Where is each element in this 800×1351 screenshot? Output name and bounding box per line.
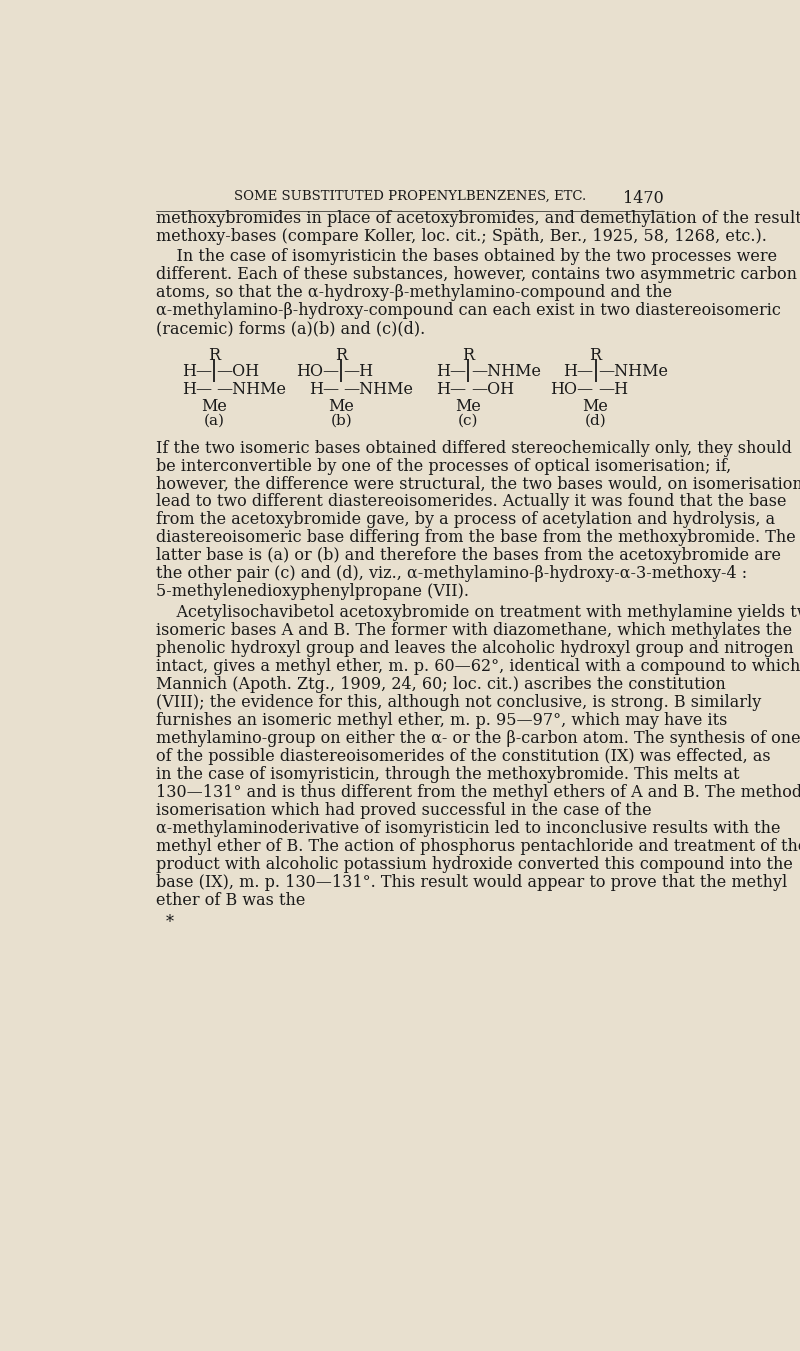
Text: different. Each of these substances, however, contains two asymmetric carbon: different. Each of these substances, how… <box>156 266 797 284</box>
Text: in the case of isomyristicin, through the methoxybromide. This melts at: in the case of isomyristicin, through th… <box>156 766 739 784</box>
Text: In the case of isomyristicin the bases obtained by the two processes were: In the case of isomyristicin the bases o… <box>156 249 777 265</box>
Text: lead to two different diastereoisomerides. Actually it was found that the base: lead to two different diastereoisomeride… <box>156 493 786 511</box>
Text: —OH: —OH <box>217 363 260 381</box>
Text: be interconvertible by one of the processes of optical isomerisation; if,: be interconvertible by one of the proces… <box>156 458 731 474</box>
Text: intact, gives a methyl ether, m. p. 60—62°, identical with a compound to which: intact, gives a methyl ether, m. p. 60—6… <box>156 658 800 676</box>
Text: H—: H— <box>182 363 212 381</box>
Text: ether of B was the: ether of B was the <box>156 892 305 909</box>
Text: R: R <box>590 347 602 365</box>
Text: R: R <box>462 347 474 365</box>
Text: HO—: HO— <box>550 381 594 397</box>
Text: methoxybromides in place of acetoxybromides, and demethylation of the resulting: methoxybromides in place of acetoxybromi… <box>156 209 800 227</box>
Text: Me: Me <box>455 397 482 415</box>
Text: isomerisation which had proved successful in the case of the: isomerisation which had proved successfu… <box>156 802 651 819</box>
Text: *: * <box>166 915 174 931</box>
Text: α-methylamino-β-hydroxy-compound can each exist in two diastereoisomeric: α-methylamino-β-hydroxy-compound can eac… <box>156 303 781 319</box>
Text: product with alcoholic potassium hydroxide converted this compound into the: product with alcoholic potassium hydroxi… <box>156 857 793 873</box>
Text: Me: Me <box>329 397 354 415</box>
Text: the other pair (c) and (d), viz., α-methylamino-β-hydroxy-α-3-methoxy-4 :: the other pair (c) and (d), viz., α-meth… <box>156 565 747 582</box>
Text: (VIII); the evidence for this, although not conclusive, is strong. B similarly: (VIII); the evidence for this, although … <box>156 694 761 711</box>
Text: (b): (b) <box>330 413 352 428</box>
Text: methoxy-bases (compare Koller, loc. cit.; Späth, Ber., 1925, 58, 1268, etc.).: methoxy-bases (compare Koller, loc. cit.… <box>156 228 766 245</box>
Text: H—: H— <box>563 363 594 381</box>
Text: If the two isomeric bases obtained differed stereochemically only, they should: If the two isomeric bases obtained diffe… <box>156 439 792 457</box>
Text: base (IX), m. p. 130—131°. This result would appear to prove that the methyl: base (IX), m. p. 130—131°. This result w… <box>156 874 787 890</box>
Text: however, the difference were structural, the two bases would, on isomerisation,: however, the difference were structural,… <box>156 476 800 493</box>
Text: furnishes an isomeric methyl ether, m. p. 95—97°, which may have its: furnishes an isomeric methyl ether, m. p… <box>156 712 727 730</box>
Text: Me: Me <box>582 397 609 415</box>
Text: —NHMe: —NHMe <box>217 381 286 397</box>
Text: H—: H— <box>309 381 339 397</box>
Text: —NHMe: —NHMe <box>344 381 414 397</box>
Text: (d): (d) <box>585 413 606 428</box>
Text: H—: H— <box>182 381 212 397</box>
Text: HO—: HO— <box>296 363 339 381</box>
Text: phenolic hydroxyl group and leaves the alcoholic hydroxyl group and nitrogen: phenolic hydroxyl group and leaves the a… <box>156 640 794 658</box>
Text: R: R <box>335 347 347 365</box>
Text: —H: —H <box>598 381 628 397</box>
Text: 130—131° and is thus different from the methyl ethers of A and B. The method of: 130—131° and is thus different from the … <box>156 784 800 801</box>
Text: from the acetoxybromide gave, by a process of acetylation and hydrolysis, a: from the acetoxybromide gave, by a proce… <box>156 512 775 528</box>
Text: Me: Me <box>202 397 227 415</box>
Text: latter base is (a) or (b) and therefore the bases from the acetoxybromide are: latter base is (a) or (b) and therefore … <box>156 547 781 565</box>
Text: 1470: 1470 <box>623 190 664 207</box>
Text: (a): (a) <box>204 413 225 428</box>
Text: —NHMe: —NHMe <box>470 363 541 381</box>
Text: diastereoisomeric base differing from the base from the methoxybromide. The: diastereoisomeric base differing from th… <box>156 530 795 546</box>
Text: atoms, so that the α-hydroxy-β-methylamino-compound and the: atoms, so that the α-hydroxy-β-methylami… <box>156 284 672 301</box>
Text: H—: H— <box>436 363 466 381</box>
Text: —H: —H <box>344 363 374 381</box>
Text: methyl ether of B. The action of phosphorus pentachloride and treatment of the: methyl ether of B. The action of phospho… <box>156 838 800 855</box>
Text: Acetylisochavibetol acetoxybromide on treatment with methylamine yields two: Acetylisochavibetol acetoxybromide on tr… <box>156 604 800 621</box>
Text: 5-methylenedioxyphenylpropane (VII).: 5-methylenedioxyphenylpropane (VII). <box>156 584 469 600</box>
Text: isomeric bases A and B. The former with diazomethane, which methylates the: isomeric bases A and B. The former with … <box>156 623 792 639</box>
Text: (racemic) forms (a)(b) and (c)(d).: (racemic) forms (a)(b) and (c)(d). <box>156 320 425 336</box>
Text: of the possible diastereoisomerides of the constitution (IX) was effected, as: of the possible diastereoisomerides of t… <box>156 748 770 765</box>
Text: SOME SUBSTITUTED PROPENYLBENZENES, ETC.: SOME SUBSTITUTED PROPENYLBENZENES, ETC. <box>234 190 586 203</box>
Text: —OH: —OH <box>470 381 514 397</box>
Text: (c): (c) <box>458 413 478 428</box>
Text: Mannich (Apoth. Ztg., 1909, 24, 60; loc. cit.) ascribes the constitution: Mannich (Apoth. Ztg., 1909, 24, 60; loc.… <box>156 677 726 693</box>
Text: methylamino-group on either the α- or the β-carbon atom. The synthesis of one: methylamino-group on either the α- or th… <box>156 730 800 747</box>
Text: —NHMe: —NHMe <box>598 363 668 381</box>
Text: R: R <box>208 347 220 365</box>
Text: α-methylaminoderivative of isomyristicin led to inconclusive results with the: α-methylaminoderivative of isomyristicin… <box>156 820 780 838</box>
Text: H—: H— <box>436 381 466 397</box>
